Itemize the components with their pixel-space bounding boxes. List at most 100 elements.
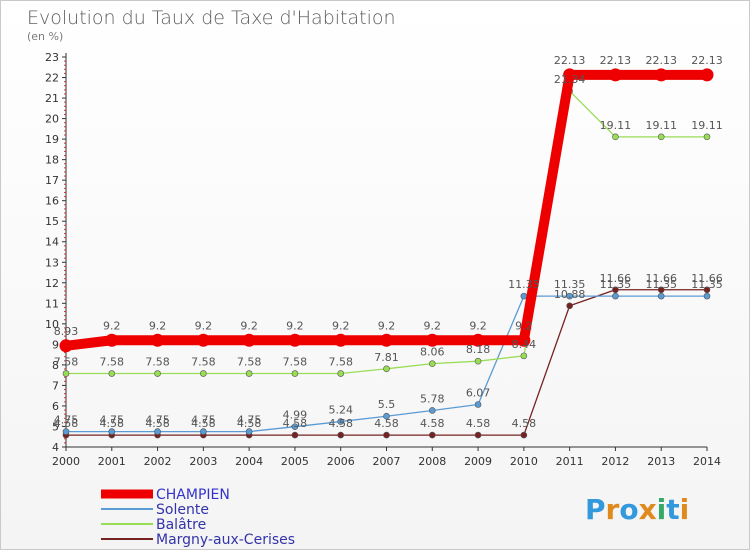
data-point	[154, 428, 161, 435]
x-tick-label: 2007	[373, 455, 401, 468]
data-label: 7.58	[54, 356, 79, 369]
legend-label: Margny-aux-Cerises	[156, 532, 295, 548]
y-tick-label: 11	[45, 297, 59, 310]
data-point	[383, 412, 390, 420]
logo-letter: o	[619, 493, 638, 526]
data-label: 11.35	[645, 278, 677, 291]
data-label: 4.58	[466, 417, 491, 430]
x-tick-label: 2006	[327, 455, 355, 468]
x-tick-label: 2009	[464, 455, 492, 468]
y-tick-label: 13	[45, 256, 59, 269]
proxiti-logo: Proxiti	[585, 493, 689, 526]
data-point	[105, 333, 119, 347]
y-tick-label: 19	[45, 133, 59, 146]
data-label: 11.35	[554, 278, 586, 291]
x-tick-label: 2003	[189, 455, 217, 468]
series-bal-tre	[62, 87, 711, 377]
data-labels-layer: 4.58 4.58 4.58 4.58 4.58 4.58 4.58 4.58 4.58 4.58…	[54, 54, 723, 430]
data-label: 11.35	[691, 278, 723, 291]
data-label: 7.58	[328, 356, 353, 369]
data-point	[563, 68, 577, 82]
y-tick-label: 22	[45, 72, 59, 85]
x-tick-label: 2002	[144, 455, 172, 468]
data-label: 7.58	[283, 356, 308, 369]
data-label: 22.13	[600, 54, 632, 67]
data-point	[200, 428, 207, 435]
data-label: 8.18	[466, 343, 491, 356]
data-point	[288, 333, 302, 347]
data-point	[196, 333, 210, 347]
data-point	[657, 133, 665, 141]
data-point	[612, 292, 619, 300]
data-point	[566, 302, 573, 310]
data-point	[334, 333, 348, 347]
y-tick-label: 23	[45, 51, 59, 64]
data-label: 7.58	[145, 356, 170, 369]
data-label: 9.2	[469, 319, 487, 332]
unit-label: (en %)	[27, 30, 63, 43]
data-label: 9.2	[332, 319, 350, 332]
data-label: 9.2	[515, 319, 533, 332]
data-point	[425, 333, 439, 347]
axes: 4 5 6 7 8 9 10 11 12 13 14 15 16 17 18 19 20 21 22 23 2000 20…	[45, 51, 721, 468]
series-line	[61, 69, 712, 351]
data-label: 19.11	[645, 119, 677, 132]
x-tick-label: 2001	[98, 455, 126, 468]
data-point	[383, 365, 390, 373]
legend-item: Margny-aux-Cerises	[101, 532, 295, 548]
data-point	[612, 286, 619, 294]
logo-letter: r	[606, 493, 620, 526]
data-label: 4.58	[374, 417, 399, 430]
x-tick-label: 2011	[556, 455, 584, 468]
data-label: 4.75	[237, 414, 262, 427]
data-label: 7.81	[374, 351, 399, 364]
y-tick-label: 9	[52, 338, 59, 351]
data-point	[59, 339, 73, 353]
x-tick-label: 2012	[601, 455, 629, 468]
data-point	[520, 431, 528, 439]
data-label: 4.75	[54, 414, 79, 427]
data-point	[474, 357, 482, 365]
data-label: 5.78	[420, 392, 445, 405]
data-point	[291, 370, 299, 377]
data-point	[380, 333, 393, 347]
data-label: 11.35	[600, 278, 632, 291]
data-point	[245, 428, 253, 435]
x-tick-label: 2014	[693, 455, 721, 468]
data-point	[566, 292, 573, 300]
data-label: 4.58	[145, 417, 170, 430]
logo-letter: i	[680, 493, 690, 526]
data-label: 4.58	[283, 417, 308, 430]
data-point	[654, 68, 668, 82]
data-label: 4.58	[420, 417, 445, 430]
y-tick-label: 20	[45, 113, 59, 126]
data-point	[608, 68, 622, 82]
data-label: 22.13	[645, 54, 677, 67]
y-tick-label: 15	[45, 215, 59, 228]
logo-text: Proxiti	[585, 493, 689, 526]
series-solente	[62, 292, 711, 435]
x-tick-label: 2000	[52, 455, 80, 468]
legend-label: CHAMPIEN	[156, 487, 230, 503]
data-label: 9.2	[424, 319, 442, 332]
data-point	[154, 370, 161, 377]
data-point	[62, 370, 70, 377]
data-point	[245, 370, 253, 377]
x-tick-label: 2010	[510, 455, 538, 468]
data-label: 4.99	[283, 409, 308, 422]
y-tick-label: 7	[52, 379, 59, 392]
data-label: 4.58	[512, 417, 537, 430]
data-point	[291, 431, 299, 439]
logo-letter: t	[666, 493, 679, 526]
data-label: 4.58	[328, 417, 353, 430]
data-point	[612, 133, 619, 141]
x-tick-label: 2013	[647, 455, 675, 468]
data-point	[428, 360, 436, 367]
data-point	[517, 333, 531, 347]
y-tick-label: 14	[45, 236, 59, 249]
data-point	[471, 333, 485, 347]
legend-item: CHAMPIEN	[101, 487, 230, 503]
data-label: 5.24	[328, 404, 353, 417]
